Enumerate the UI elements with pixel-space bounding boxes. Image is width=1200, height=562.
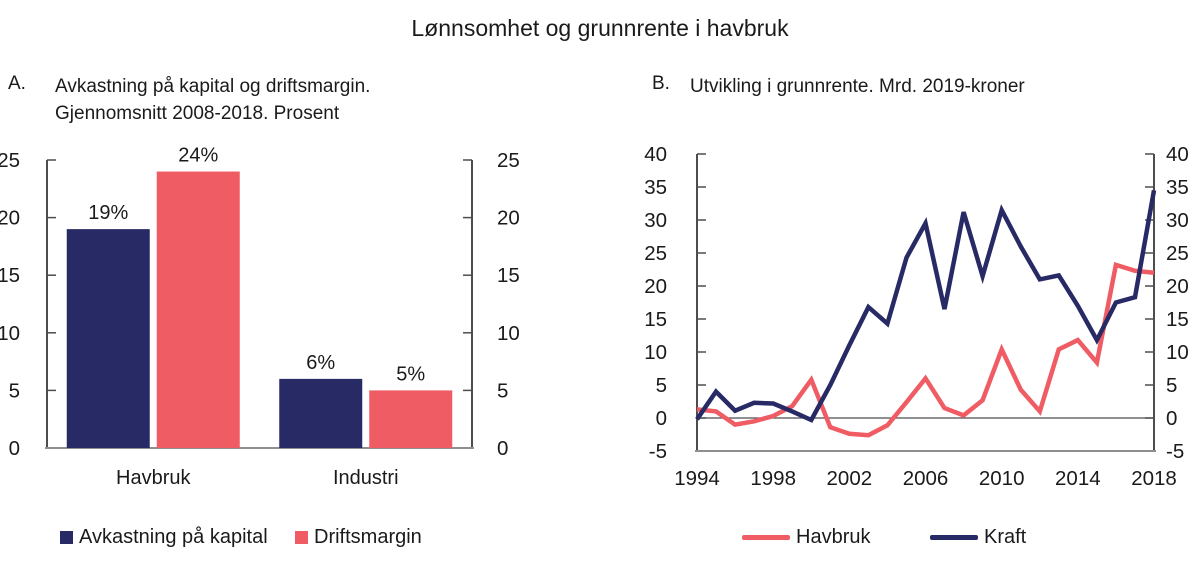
y-axis-tick-label-right: 30 <box>1166 209 1189 232</box>
y-axis-tick-label-left: 20 <box>0 207 20 230</box>
bar-value-label: 5% <box>396 363 425 385</box>
y-axis-tick-label-left: 30 <box>644 209 667 232</box>
legend-item-kraft: Kraft <box>930 526 1026 549</box>
bar-value-label: 6% <box>306 352 335 374</box>
y-axis-tick-label-left: 10 <box>0 322 20 345</box>
line-chart: -5 -5 0 0 5 5 10 10 15 15 20 20 25 25 30 30 35 35 40 40 1994… <box>644 143 1189 490</box>
y-axis-tick-label-left: 40 <box>644 143 667 166</box>
panel-a-label: A. <box>8 73 26 94</box>
legend-item-avkastning: Avkastning på kapital <box>60 526 268 549</box>
legend-swatch-havbruk <box>742 535 790 540</box>
y-axis-tick-label-right: 15 <box>497 264 520 287</box>
y-axis-tick-label-right: 35 <box>1166 176 1189 199</box>
y-axis-tick-label-left: 15 <box>0 264 20 287</box>
y-axis-tick-label-left: 35 <box>644 176 667 199</box>
y-axis-tick-label-right: 10 <box>497 322 520 345</box>
bar <box>66 229 150 448</box>
legend-label-avkastning: Avkastning på kapital <box>79 526 268 548</box>
panel-b-label: B. <box>652 73 670 94</box>
y-axis-tick-label-right: 15 <box>1166 308 1189 331</box>
y-axis-tick-label-right: 40 <box>1166 143 1189 166</box>
y-axis-tick-label-left: -5 <box>649 440 667 463</box>
y-axis-tick-label-right: 5 <box>497 379 508 402</box>
panel-a-title: Avkastning på kapital og driftsmargin. G… <box>55 73 475 127</box>
x-axis-tick-label: 2010 <box>979 467 1025 490</box>
legend-swatch-avkastning <box>60 531 73 544</box>
y-axis-tick-label-left: 15 <box>644 308 667 331</box>
y-axis-tick-label-right: 20 <box>497 207 520 230</box>
figure-title: Lønnsomhet og grunnrente i havbruk <box>411 15 789 41</box>
y-axis-tick-label-right: 10 <box>1166 341 1189 364</box>
panel-b-title: Utvikling i grunnrente. Mrd. 2019-kroner <box>690 76 1025 97</box>
bar-value-label: 24% <box>178 145 218 167</box>
panel-a-title-line1: Avkastning på kapital og driftsmargin. <box>55 76 371 97</box>
x-axis-tick-label: 2006 <box>903 467 949 490</box>
x-axis-tick-label: 1994 <box>674 467 720 490</box>
x-axis-tick-label: 2002 <box>827 467 873 490</box>
y-axis-tick-label-left: 25 <box>0 149 20 172</box>
x-axis-tick-label: 1998 <box>750 467 796 490</box>
y-axis-tick-label-right: -5 <box>1166 440 1184 463</box>
legend-label-driftsmargin: Driftsmargin <box>314 526 422 548</box>
panel-a-title-line2: Gjennomsnitt 2008-2018. Prosent <box>55 103 340 124</box>
series-havbruk <box>696 262 1155 438</box>
y-axis-tick-label-left: 25 <box>644 242 667 265</box>
y-axis-tick-label-left: 10 <box>644 341 667 364</box>
y-axis-tick-label-right: 20 <box>1166 275 1189 298</box>
y-axis-tick-label-left: 0 <box>656 407 667 430</box>
x-axis-tick-label: 2014 <box>1055 467 1101 490</box>
bar <box>156 171 240 448</box>
y-axis-tick-label-left: 0 <box>9 437 20 460</box>
legend-swatch-driftsmargin <box>295 531 308 544</box>
y-axis-tick-label-left: 20 <box>644 275 667 298</box>
category-label: Industri <box>333 467 399 489</box>
category-label: Havbruk <box>116 467 191 489</box>
series-kraft <box>695 189 1157 423</box>
legend-swatch-kraft <box>930 535 978 540</box>
bar-chart: 0 0 5 5 10 10 15 15 20 20 25 25 19% 24% Havbruk 6% 5% Ind… <box>0 145 520 489</box>
legend-label-kraft: Kraft <box>984 526 1027 548</box>
y-axis-tick-label-right: 5 <box>1166 374 1177 397</box>
y-axis-tick-label-right: 25 <box>1166 242 1189 265</box>
y-axis-tick-label-right: 25 <box>497 149 520 172</box>
legend-item-havbruk: Havbruk <box>742 526 870 549</box>
bar <box>279 378 363 448</box>
bar-value-label: 19% <box>88 202 128 224</box>
bar <box>369 390 453 448</box>
y-axis-tick-label-left: 5 <box>656 374 667 397</box>
legend-item-driftsmargin: Driftsmargin <box>295 526 422 549</box>
y-axis-tick-label-left: 5 <box>9 379 20 402</box>
legend-label-havbruk: Havbruk <box>796 526 871 548</box>
x-axis-tick-label: 2018 <box>1131 467 1177 490</box>
y-axis-tick-label-right: 0 <box>497 437 508 460</box>
y-axis-tick-label-right: 0 <box>1166 407 1177 430</box>
